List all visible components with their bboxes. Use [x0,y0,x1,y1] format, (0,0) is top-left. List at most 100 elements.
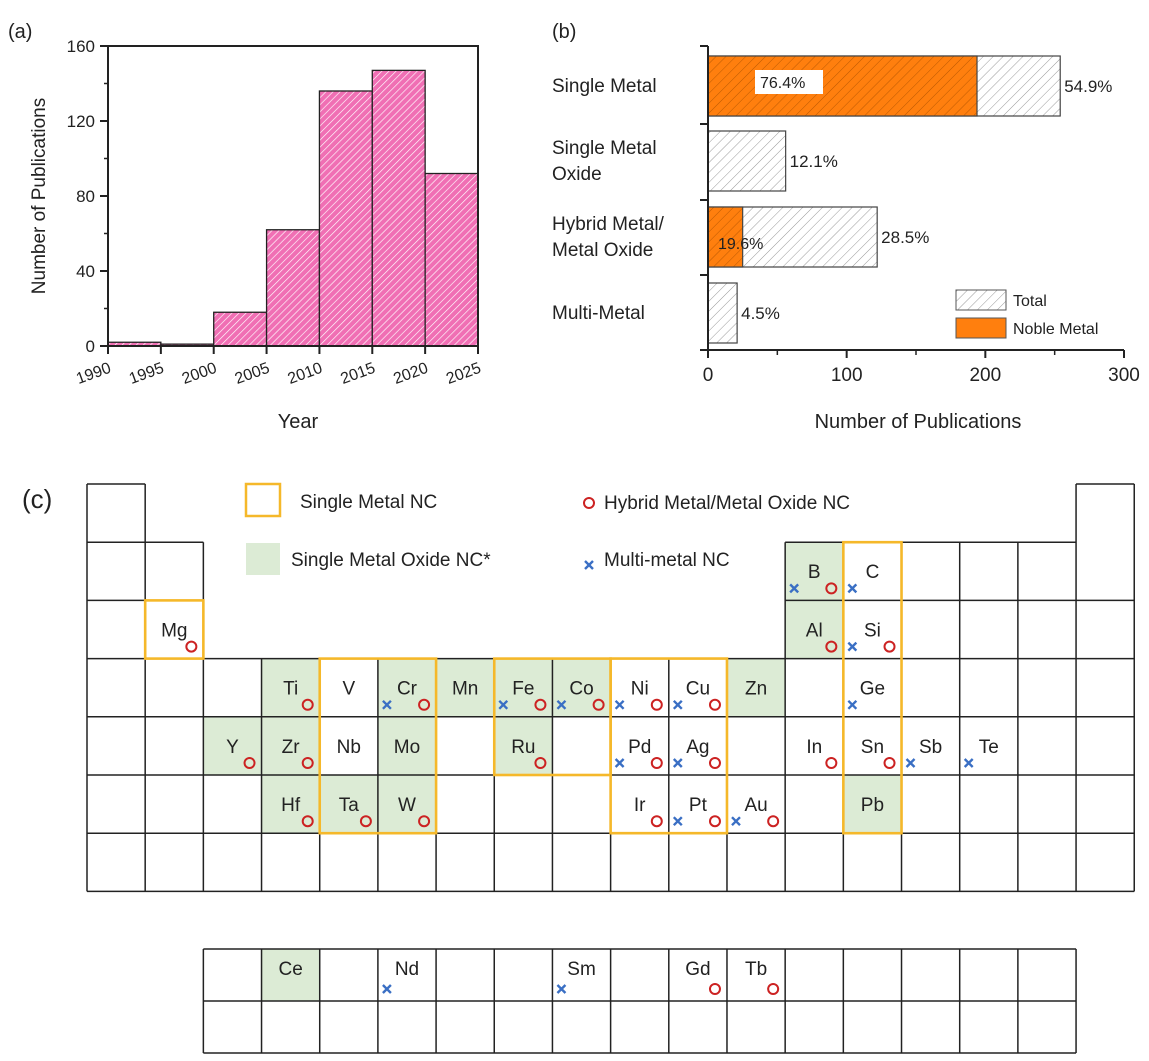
element-symbol: Pt [689,795,708,816]
oxide-cell-fill [261,716,320,775]
element-symbol: Sb [919,737,942,758]
histogram-bar [213,311,268,347]
multi-metal-marker [556,984,567,994]
panel-label-c: (c) [22,484,52,514]
y-tick-label: 120 [67,112,95,131]
bar-chart-legend: Total Noble Metal [955,289,1098,339]
multi-metal-marker [672,699,683,710]
oxide-cell-fill [436,658,495,717]
multi-metal-marker [672,816,683,827]
multi-metal-marker [672,758,683,768]
total-percent-label: 12.1% [790,152,838,171]
element-symbol: Y [226,737,239,758]
element-fe: Fe [498,679,547,711]
element-symbol: Ti [283,679,298,700]
element-tb: Tb [745,959,780,995]
hybrid-marker [418,698,431,711]
hybrid-marker [650,698,663,711]
table-legend: Single Metal NC Hybrid Metal/Metal Oxide… [244,482,850,575]
element-symbol: In [806,737,822,758]
legend-hybrid-label: Hybrid Metal/Metal Oxide NC [604,493,850,514]
oxide-cell-fill [377,716,437,775]
element-cr: Cr [382,679,431,711]
single-metal-outline [842,540,903,835]
label-background [755,70,823,94]
element-symbol: Zn [745,679,767,700]
histogram-bar [424,172,479,347]
hybrid-marker [650,757,663,769]
element-symbol: C [866,562,880,583]
element-symbol: Ag [686,737,709,758]
oxide-cell-fill [261,775,320,834]
element-symbol: Zr [282,737,301,758]
y-tick-label: 80 [76,187,95,206]
panel-label-b: (b) [552,21,576,43]
hybrid-marker [767,815,780,828]
element-ce: Ce [278,959,302,980]
element-symbol: Mn [452,679,478,700]
horizontal-bar-chart: 54.9% 76.4% 12.1% 28.5% 19.6% 4.5% Single Met… [552,45,1140,433]
element-zn: Zn [745,679,767,700]
bar-chart-axes: Single Metal Single Metal Oxide Hybrid Meta… [552,45,1140,386]
hybrid-marker [825,640,838,653]
category-bars: 54.9% 76.4% 12.1% 28.5% 19.6% 4.5% [707,55,1112,344]
element-symbol: Cr [397,679,418,700]
element-symbol: Gd [685,959,710,980]
hybrid-marker [301,815,314,828]
hybrid-marker [883,640,896,653]
multi-metal-marker [498,699,509,710]
oxide-cell-fill [494,716,553,775]
element-cu: Cu [672,679,721,711]
element-symbol: Nb [337,737,361,758]
multi-metal-marker [731,816,741,827]
total-percent-label: 4.5% [741,304,780,323]
element-ru: Ru [511,737,547,769]
element-symbol: Pb [861,795,884,816]
noble-percent-label: 76.4% [760,75,805,92]
total-bar [707,282,738,344]
element-symbol: Mg [161,620,187,641]
element-nb: Nb [337,737,361,758]
multi-metal-marker [847,699,858,710]
element-zr: Zr [282,737,314,769]
hybrid-marker [767,983,780,995]
single-metal-outline [609,657,729,835]
oxide-cell-fill [319,775,378,834]
legend-total-swatch [955,289,1007,311]
multi-metal-marker [614,699,625,710]
element-v: V [342,679,355,700]
element-cells: Mg B C Al Si Ti V Cr Mn Fe Co Ni Cu Zn Ge Y Zr Nb Mo Ru Pd Ag… [161,562,999,995]
single-metal-outlines [143,540,903,835]
legend-noble-swatch [955,317,1007,339]
element-b: B [789,562,838,595]
x-tick-label: 1995 [127,360,166,388]
element-symbol: Nd [395,959,419,980]
histogram-bar [318,90,373,347]
element-symbol: Co [569,679,593,700]
element-sm: Sm [556,959,596,994]
single-metal-outline [143,599,205,660]
multi-metal-marker [789,583,800,594]
element-ni: Ni [614,679,663,711]
x-tick-label: 300 [1108,365,1140,386]
multi-metal-marker [905,758,916,768]
histogram-bar [265,229,321,347]
element-y: Y [226,737,256,769]
element-symbol: Hf [281,795,301,816]
bar-chart-x-axis-label: Number of Publications [815,411,1022,433]
multi-metal-marker [847,583,858,594]
legend-oxide-label: Single Metal Oxide NC* [291,550,491,571]
hybrid-marker [243,757,256,769]
oxide-fills [203,542,902,1001]
oxide-cell-fill [203,716,262,775]
hybrid-marker [650,815,663,828]
hybrid-marker [708,983,721,995]
element-mg: Mg [161,620,198,653]
legend-single-metal-label: Single Metal NC [300,492,437,513]
element-c: C [847,562,880,594]
element-symbol: Ir [634,795,646,816]
multi-metal-marker [382,699,392,710]
x-tick-label: 2025 [444,360,483,388]
hybrid-marker [825,582,838,595]
